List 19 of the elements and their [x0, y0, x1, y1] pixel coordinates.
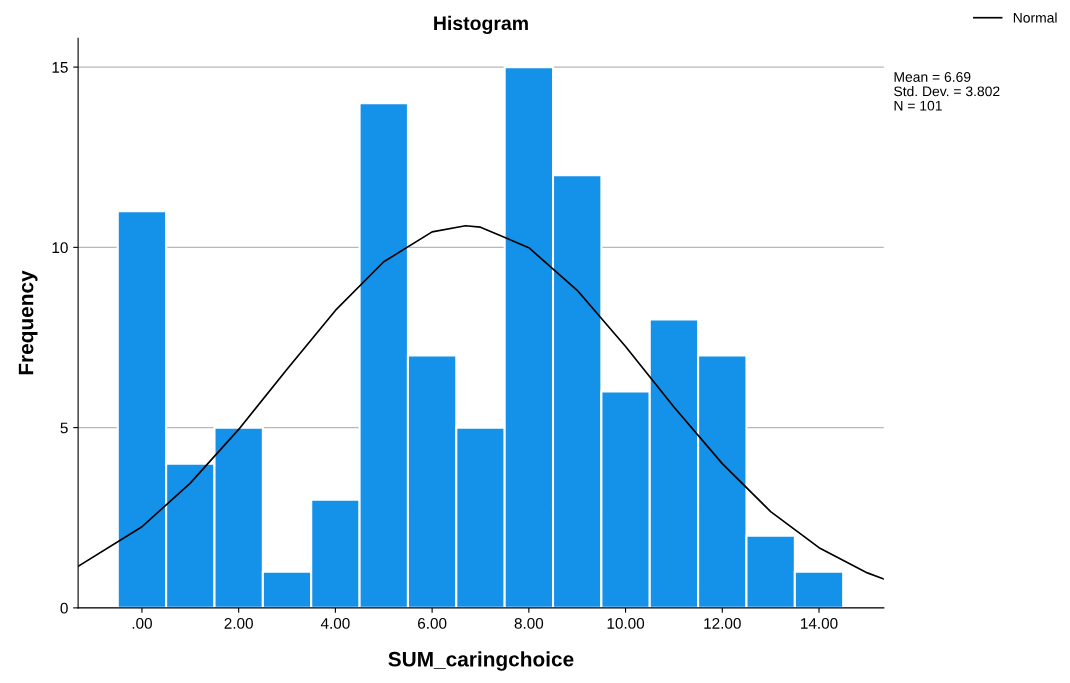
x-tick-label: 4.00 [320, 618, 350, 629]
y-axis-title: Frequency [18, 270, 38, 375]
text: Mean = 6.69 [894, 72, 971, 82]
x-axis-title: SUM_caringchoice [388, 651, 574, 671]
text: Std. Dev. = 3.802 [894, 86, 1000, 97]
x-tick-label: 8.00 [514, 618, 544, 629]
x-tick-label: 2.00 [224, 618, 253, 629]
y-tick-label: 5 [60, 422, 68, 434]
y-tick-label: 10 [52, 242, 68, 254]
x-tick-label: 10.00 [607, 618, 645, 629]
x-tick-label: 6.00 [418, 618, 447, 629]
y-tick-label: 0 [60, 602, 68, 614]
x-tick-label: .00 [132, 618, 152, 629]
chart-title: Histogram [434, 15, 528, 35]
x-tick-label: 14.00 [801, 618, 838, 629]
y-tick-label: 15 [52, 62, 68, 73]
legend-label: Normal [1013, 12, 1057, 23]
x-tick-label: 12.00 [704, 618, 741, 629]
text: N = 101 [894, 100, 942, 111]
